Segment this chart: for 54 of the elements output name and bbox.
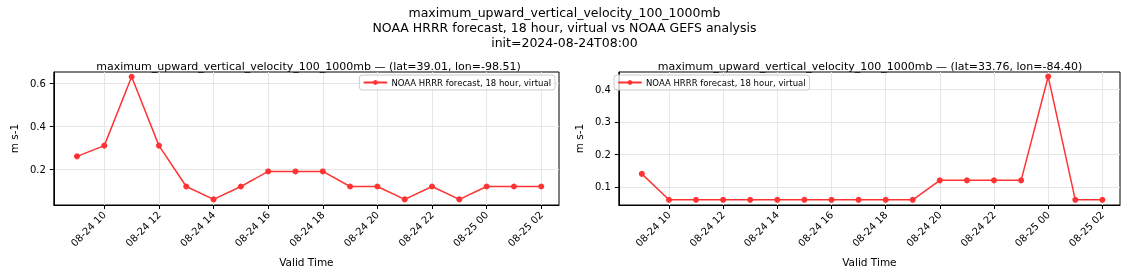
point bbox=[1072, 196, 1079, 203]
text: NOAA HRRR forecast, 18 hour, virtual vs NOAA GEFS analysis bbox=[371, 20, 758, 35]
point bbox=[855, 196, 862, 203]
point bbox=[909, 196, 916, 203]
y-tick-label: 0.4 bbox=[594, 84, 611, 96]
point bbox=[456, 196, 463, 203]
point bbox=[882, 196, 889, 203]
y-tick-label: 0.2 bbox=[29, 163, 46, 175]
point bbox=[292, 168, 299, 175]
point bbox=[936, 177, 943, 184]
point bbox=[828, 196, 835, 203]
point bbox=[693, 196, 700, 203]
x-axis-title: Valid Time bbox=[842, 255, 897, 268]
y-tick-label: 0.2 bbox=[594, 148, 611, 160]
y-tick-label: 0.6 bbox=[29, 77, 46, 89]
chart-title: maximum_upward_vertical_velocity_100_1000mb — (lat=39.01, lon=-98.51) bbox=[96, 60, 521, 73]
point bbox=[538, 183, 545, 190]
point bbox=[1099, 196, 1106, 203]
text: maximum_upward_vertical_velocity_100_1000mb bbox=[407, 5, 722, 20]
point bbox=[510, 183, 517, 190]
point bbox=[319, 168, 326, 175]
point bbox=[1045, 73, 1052, 80]
y-axis-title: m s-1 bbox=[7, 123, 20, 154]
y-tick-label: 0.1 bbox=[594, 181, 611, 193]
point bbox=[101, 142, 108, 149]
point bbox=[128, 73, 135, 80]
point bbox=[747, 196, 754, 203]
legend-label: NOAA HRRR forecast, 18 hour, virtual bbox=[391, 77, 551, 88]
point bbox=[237, 183, 244, 190]
point bbox=[1018, 177, 1025, 184]
chart-title: maximum_upward_vertical_velocity_100_1000mb — (lat=33.76, lon=-84.40) bbox=[657, 60, 1083, 73]
legend-label: NOAA HRRR forecast, 18 hour, virtual bbox=[646, 77, 806, 88]
point bbox=[963, 177, 970, 184]
x-axis-title: Valid Time bbox=[279, 255, 334, 268]
point bbox=[991, 177, 998, 184]
point bbox=[374, 183, 381, 190]
text: init=2024-08-24T08:00 bbox=[490, 35, 639, 50]
y-axis-title: m s-1 bbox=[572, 123, 585, 154]
y-tick-label: 0.4 bbox=[29, 120, 46, 132]
point bbox=[720, 196, 727, 203]
point bbox=[483, 183, 490, 190]
point bbox=[638, 170, 645, 177]
point bbox=[265, 168, 272, 175]
point bbox=[74, 153, 81, 160]
point bbox=[347, 183, 354, 190]
point bbox=[429, 183, 436, 190]
point bbox=[401, 196, 408, 203]
point bbox=[183, 183, 190, 190]
y-tick-label: 0.3 bbox=[594, 116, 611, 128]
point bbox=[665, 196, 672, 203]
point bbox=[210, 196, 217, 203]
point bbox=[801, 196, 808, 203]
point bbox=[155, 142, 162, 149]
point bbox=[774, 196, 781, 203]
